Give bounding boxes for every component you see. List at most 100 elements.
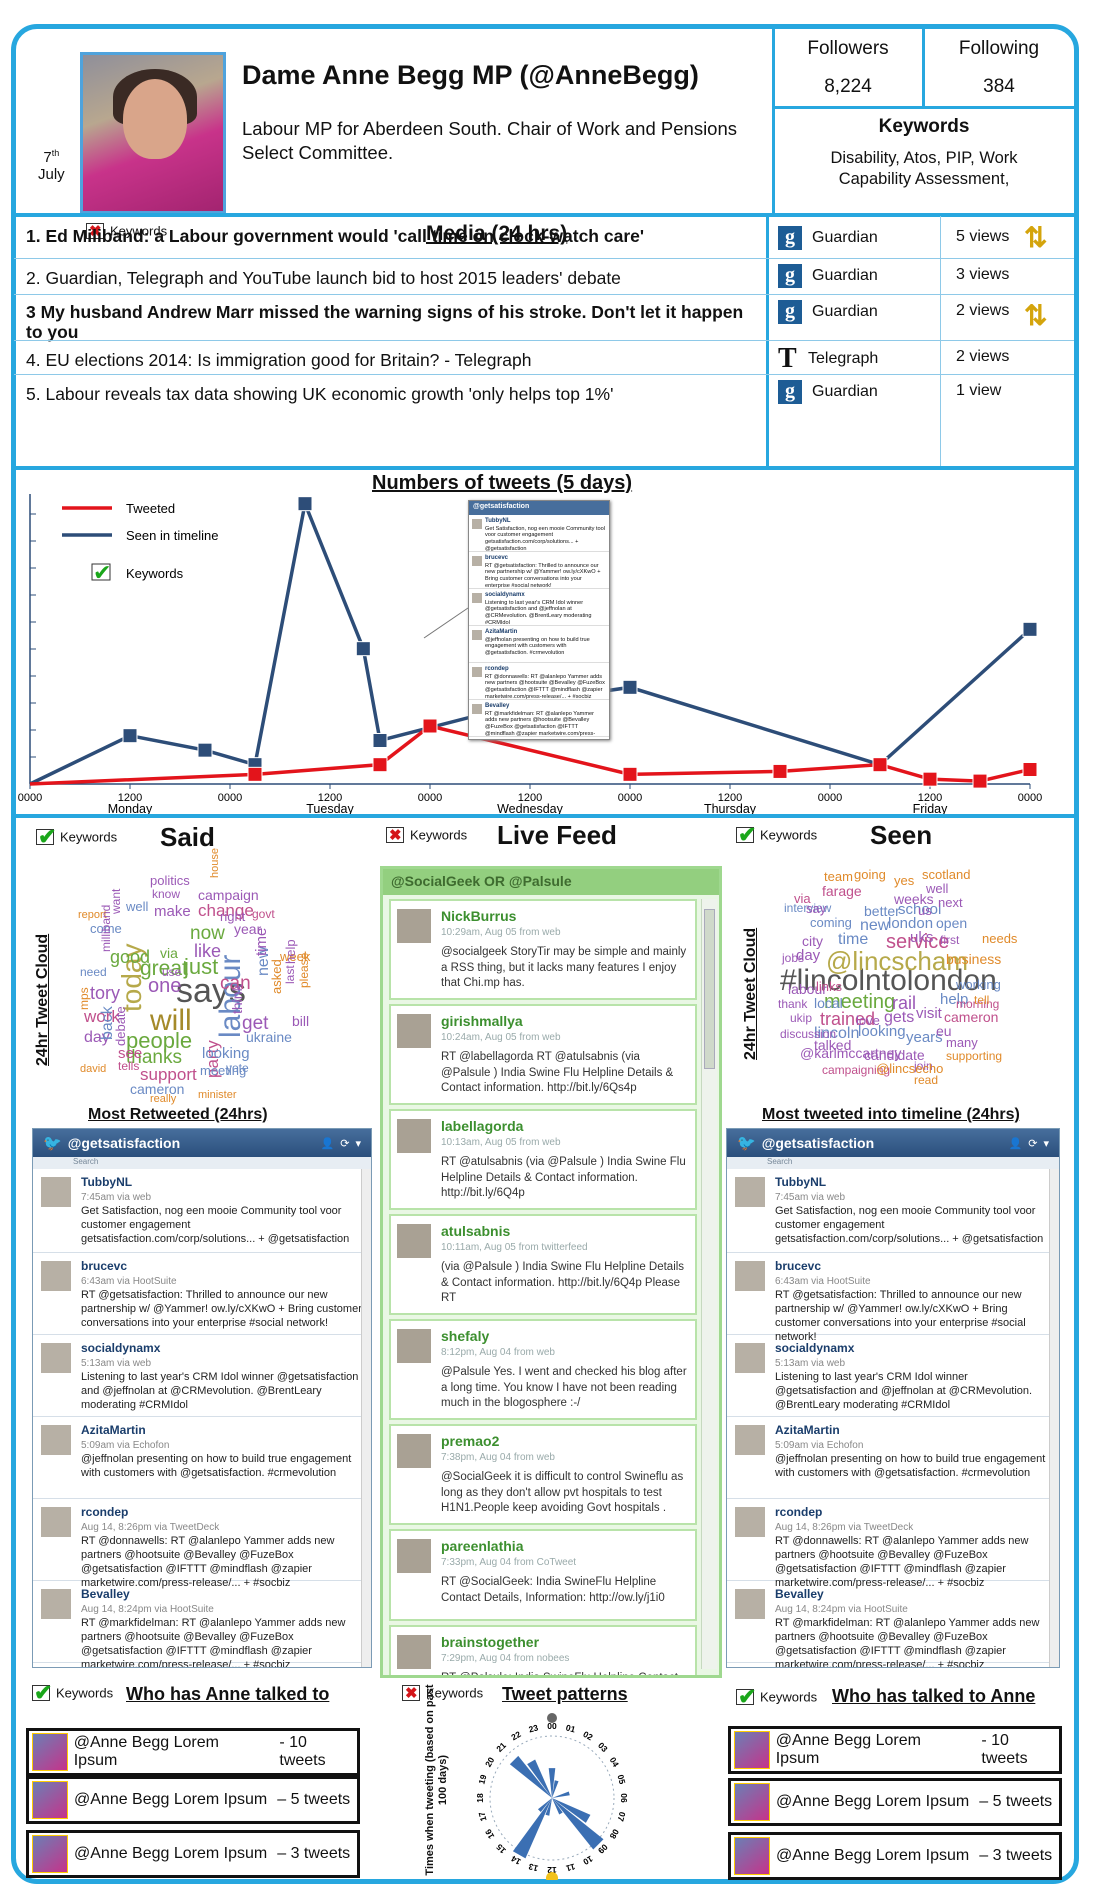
live-feed-item[interactable]: labellagorda 10:13am, Aug 05 from web RT @… xyxy=(389,1108,697,1210)
live-feed-item[interactable]: pareenlathia 7:33pm, Aug 04 from CoTweet R… xyxy=(389,1528,697,1621)
live-feed-author[interactable]: labellagorda xyxy=(441,1117,524,1134)
popup-tweet[interactable]: rcondep RT @donnawells: RT @alanlepo Yamm… xyxy=(469,663,609,700)
cloud-word: ukraine xyxy=(246,1029,292,1045)
tweet-author[interactable]: Bevalley xyxy=(81,1587,130,1601)
keywords-checkbox-off-icon[interactable] xyxy=(386,826,404,844)
live-feed-author[interactable]: atulsabnis xyxy=(441,1222,511,1239)
tweet-author[interactable]: TubbyNL xyxy=(81,1175,133,1189)
live-feed-item[interactable]: brainstogether 7:29pm, Aug 04 from nobees… xyxy=(389,1624,697,1675)
tweet-item[interactable]: Bevalley Aug 14, 8:24pm via HootSuite RT @… xyxy=(727,1581,1059,1667)
twitter-bird-icon: 🐦 xyxy=(43,1135,62,1152)
conversation-row[interactable]: @Anne Begg Lorem Ipsum – 3 tweets xyxy=(26,1830,360,1878)
widget-scrollbar[interactable] xyxy=(1049,1169,1059,1667)
tweet-item[interactable]: AzitaMartin 5:09am via Echofon @jeffnolan … xyxy=(33,1417,371,1499)
tweet-patterns-keywords-toggle[interactable]: Keywords xyxy=(402,1684,483,1702)
following-count[interactable]: 384 xyxy=(983,76,1015,97)
retweet-icon[interactable]: ⇅ xyxy=(1024,300,1048,331)
conversation-row[interactable]: @Anne Begg Lorem Ipsum - 10 tweets xyxy=(728,1726,1062,1774)
tweet-author[interactable]: Bevalley xyxy=(775,1587,824,1601)
media-headline-link[interactable]: 2. Guardian, Telegraph and YouTube launc… xyxy=(26,268,621,288)
conversation-row[interactable]: @Anne Begg Lorem Ipsum – 5 tweets xyxy=(26,1776,360,1824)
popup-tweet[interactable]: AzitaMartin @jeffnolan presenting on how … xyxy=(469,626,609,663)
popup-tweet[interactable]: Bevalley RT @markfidelman: RT @alanlepo Y… xyxy=(469,700,609,737)
media-keywords-toggle[interactable]: Keywords xyxy=(86,222,167,240)
tweet-item[interactable]: AzitaMartin 5:09am via Echofon @jeffnolan … xyxy=(727,1417,1059,1499)
tweet-author[interactable]: socialdynamx xyxy=(775,1341,855,1355)
media-views: 5 views xyxy=(956,228,1010,245)
refresh-icon[interactable]: ⟳ xyxy=(1028,1137,1038,1150)
live-feed-author[interactable]: girishmallya xyxy=(441,1012,523,1029)
live-feed-scrollbar[interactable] xyxy=(701,899,717,1669)
popup-tweet[interactable]: socialdynamx Listening to last year's CRM… xyxy=(469,589,609,626)
most-retweeted-widget[interactable]: 🐦 @getsatisfaction 👤 ⟳ ▾ Search TubbyNL 7:45am … xyxy=(32,1128,372,1668)
add-user-icon[interactable]: 👤 xyxy=(1008,1137,1023,1150)
live-feed-search[interactable]: @SocialGeek OR @Palsule xyxy=(383,869,719,895)
refresh-icon[interactable]: ⟳ xyxy=(340,1137,350,1150)
tweet-author[interactable]: socialdynamx xyxy=(81,1341,161,1355)
tweet-item[interactable]: rcondep Aug 14, 8:26pm via TweetDeck RT @d… xyxy=(727,1499,1059,1589)
live-feed-item[interactable]: premao2 7:38pm, Aug 04 from web @SocialGee… xyxy=(389,1423,697,1525)
live-feed-item[interactable]: NickBurrus 10:29am, Aug 05 from web @socia… xyxy=(389,899,697,1000)
tweet-item[interactable]: brucevc 6:43am via HootSuite RT @getsatisf… xyxy=(727,1253,1059,1343)
conversation-row[interactable]: @Anne Begg Lorem Ipsum - 10 tweets xyxy=(26,1728,360,1776)
live-feed-author[interactable]: NickBurrus xyxy=(441,908,517,924)
tweet-author[interactable]: rcondep xyxy=(81,1505,129,1519)
media-headline-link[interactable]: 4. EU elections 2014: Is immigration goo… xyxy=(26,350,532,370)
keywords-checkbox-on-icon[interactable] xyxy=(36,824,56,850)
keywords-checkbox-on-icon[interactable] xyxy=(736,822,756,848)
media-headline-link[interactable]: 5. Labour reveals tax data showing UK ec… xyxy=(26,384,614,404)
live-feed-author[interactable]: premao2 xyxy=(441,1432,500,1449)
cloud-word: love xyxy=(856,1013,880,1028)
popup-tweet[interactable]: brucevc RT @getsatisfaction: Thrilled to … xyxy=(469,552,609,589)
livefeed-keywords-toggle[interactable]: Keywords xyxy=(386,826,467,844)
popup-tweet[interactable]: TubbyNL Get Satisfaction, nog een mooie C… xyxy=(469,515,609,552)
chevron-down-icon[interactable]: ▾ xyxy=(1043,1137,1049,1150)
said-keywords-toggle[interactable]: Keywords xyxy=(36,824,117,850)
live-feed-author[interactable]: pareenlathia xyxy=(441,1537,524,1554)
conversation-row[interactable]: @Anne Begg Lorem Ipsum – 3 tweets xyxy=(728,1832,1062,1880)
tweet-item[interactable]: brucevc 6:43am via HootSuite RT @getsatisf… xyxy=(33,1253,371,1335)
tweet-item[interactable]: socialdynamx 5:13am via web Listening to l… xyxy=(727,1335,1059,1417)
tweet-item[interactable]: Bevalley Aug 14, 8:24pm via HootSuite RT @… xyxy=(33,1581,371,1667)
keywords-checkbox-off-icon[interactable] xyxy=(402,1684,420,1702)
seen-keywords-toggle[interactable]: Keywords xyxy=(736,822,817,848)
live-feed-author[interactable]: brainstogether xyxy=(441,1633,540,1650)
chart-title: Numbers of tweets (5 days) xyxy=(372,472,633,494)
avatar xyxy=(397,1433,431,1468)
tweet-author[interactable]: TubbyNL xyxy=(775,1175,827,1189)
tweet-author[interactable]: brucevc xyxy=(81,1259,128,1273)
live-feed-item[interactable]: shefaly 8:12pm, Aug 04 from web @Palsule Y… xyxy=(389,1318,697,1420)
chart-tweet-popup[interactable]: @getsatisfaction TubbyNL Get Satisfaction… xyxy=(468,500,610,740)
retweet-icon[interactable]: ⇅ xyxy=(1024,222,1048,253)
followers-count[interactable]: 8,224 xyxy=(824,76,872,97)
tweet-patterns-keywords-label: Keywords xyxy=(426,1685,484,1701)
tweet-author[interactable]: AzitaMartin xyxy=(775,1423,840,1437)
keywords-checkbox-on-icon[interactable] xyxy=(32,1680,52,1706)
media-headline-link[interactable]: 1. Ed Miliband: a Labour government woul… xyxy=(26,226,645,246)
live-feed-widget[interactable]: @SocialGeek OR @Palsule NickBurrus 10:29a… xyxy=(380,866,722,1678)
conversation-row[interactable]: @Anne Begg Lorem Ipsum – 5 tweets xyxy=(728,1778,1062,1826)
hour-wedge xyxy=(552,1780,559,1798)
tweet-item[interactable]: socialdynamx 5:13am via web Listening to l… xyxy=(33,1335,371,1417)
talked-to-keywords-toggle[interactable]: Keywords xyxy=(32,1680,113,1706)
tweet-author[interactable]: brucevc xyxy=(775,1259,822,1273)
tweet-author[interactable]: rcondep xyxy=(775,1505,823,1519)
live-feed-item[interactable]: girishmallya 10:24am, Aug 05 from web RT @… xyxy=(389,1003,697,1105)
widget-scrollbar[interactable] xyxy=(361,1169,371,1667)
tweet-item[interactable]: rcondep Aug 14, 8:26pm via TweetDeck RT @d… xyxy=(33,1499,371,1589)
keywords-checkbox-on-icon[interactable] xyxy=(736,1684,756,1710)
add-user-icon[interactable]: 👤 xyxy=(320,1137,335,1150)
live-feed-author[interactable]: shefaly xyxy=(441,1327,490,1344)
talked-to-anne-keywords-toggle[interactable]: Keywords xyxy=(736,1684,817,1710)
most-tweeted-widget[interactable]: 🐦 @getsatisfaction 👤 ⟳ ▾ Search TubbyNL 7:45am … xyxy=(726,1128,1060,1668)
chevron-down-icon[interactable]: ▾ xyxy=(355,1137,361,1150)
bevalley-logo-icon xyxy=(735,1589,765,1619)
media-headline-link[interactable]: 3 My husband Andrew Marr missed the warn… xyxy=(26,302,744,343)
keywords-checkbox-off-icon[interactable] xyxy=(86,222,104,240)
tweet-item[interactable]: TubbyNL 7:45am via web Get Satisfaction, n… xyxy=(727,1169,1059,1253)
tweet-author[interactable]: AzitaMartin xyxy=(81,1423,146,1437)
widget-search[interactable]: Search xyxy=(727,1157,1059,1169)
tweet-item[interactable]: TubbyNL 7:45am via web Get Satisfaction, n… xyxy=(33,1169,371,1253)
widget-search[interactable]: Search xyxy=(33,1157,371,1169)
live-feed-item[interactable]: atulsabnis 10:11am, Aug 05 from twitterfe… xyxy=(389,1213,697,1315)
